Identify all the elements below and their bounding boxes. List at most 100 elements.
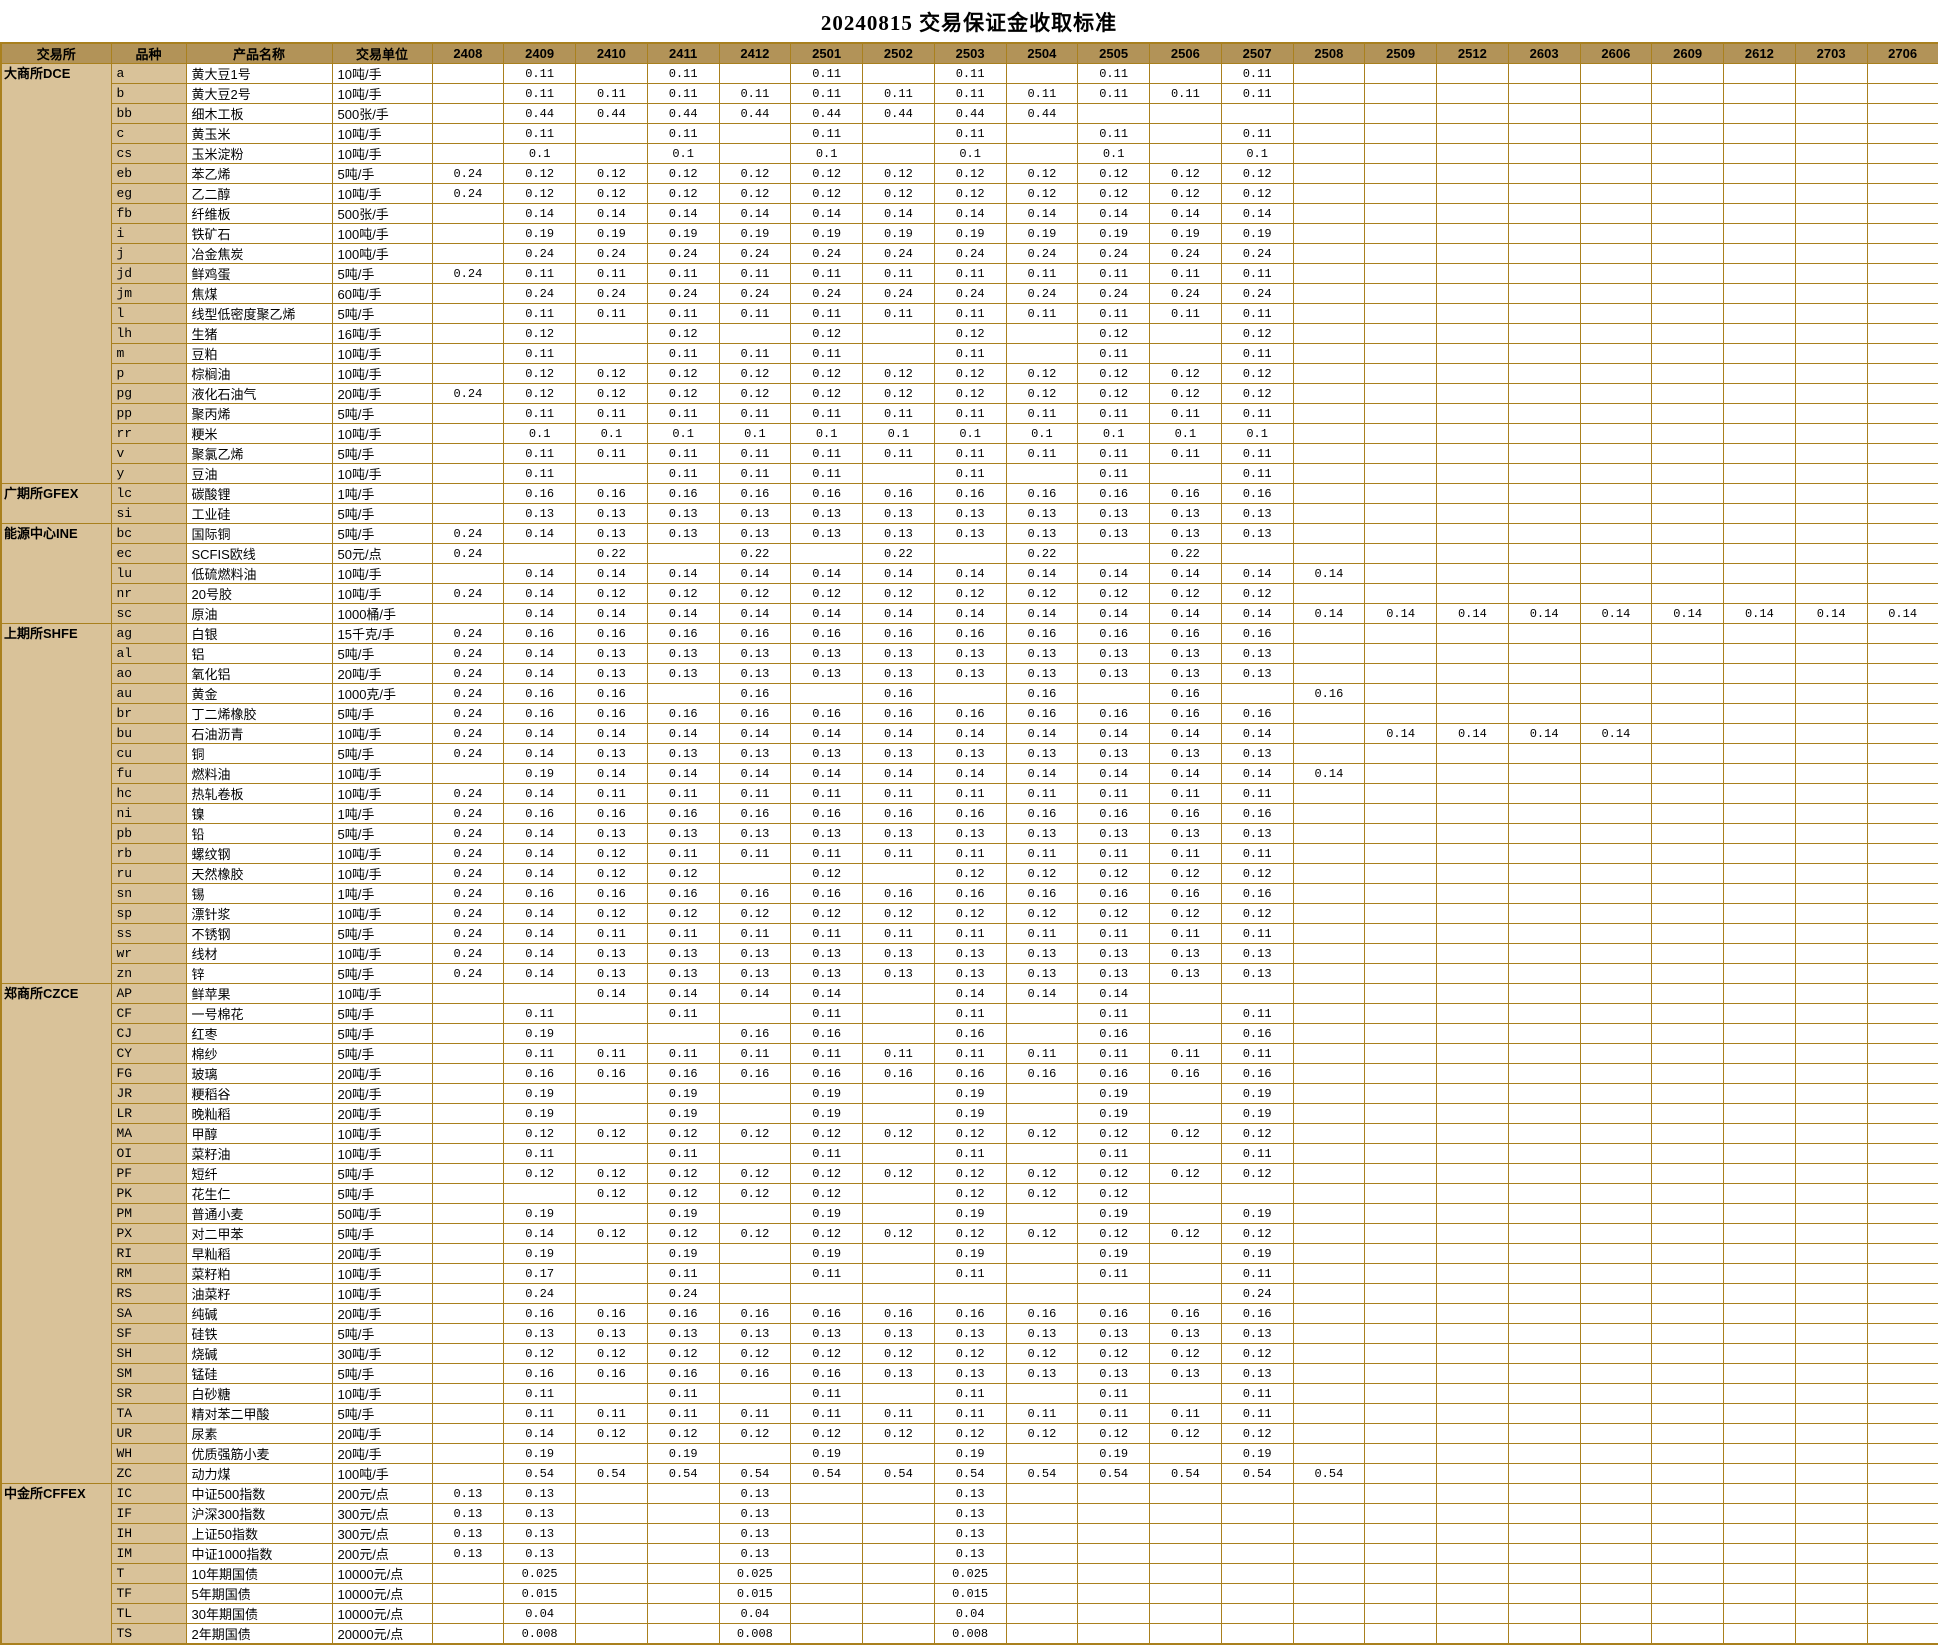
margin-cell-pp-2505[interactable]: 0.11: [1077, 403, 1150, 424]
trading-unit[interactable]: 10吨/手: [331, 1263, 433, 1284]
margin-cell-a-2408[interactable]: [431, 63, 505, 84]
margin-cell-i-2507[interactable]: 0.19: [1220, 223, 1294, 244]
product-name[interactable]: 烧碱: [185, 1343, 333, 1364]
margin-cell-CJ-2411[interactable]: [646, 1023, 720, 1044]
margin-cell-i-2410[interactable]: 0.19: [575, 223, 648, 244]
margin-cell-CF-2606[interactable]: [1579, 1003, 1653, 1024]
product-name[interactable]: 黄大豆2号: [185, 83, 333, 104]
margin-cell-TF-2410[interactable]: [575, 1583, 648, 1604]
margin-cell-cs-2501[interactable]: 0.1: [790, 143, 863, 164]
margin-cell-wr-2408[interactable]: 0.24: [431, 943, 505, 964]
margin-cell-lc-2706[interactable]: [1866, 483, 1938, 504]
margin-cell-eg-2501[interactable]: 0.12: [790, 183, 863, 204]
margin-cell-ag-2506[interactable]: 0.16: [1149, 623, 1222, 644]
margin-cell-SR-2509[interactable]: [1364, 1383, 1437, 1404]
margin-cell-sc-2703[interactable]: 0.14: [1794, 603, 1868, 624]
margin-cell-ag-2503[interactable]: 0.16: [933, 623, 1007, 644]
margin-cell-SA-2609[interactable]: [1651, 1303, 1724, 1324]
margin-cell-sn-2503[interactable]: 0.16: [933, 883, 1007, 904]
margin-cell-y-2512[interactable]: [1436, 463, 1509, 484]
product-name[interactable]: 沪深300指数: [185, 1503, 333, 1524]
margin-cell-IM-2509[interactable]: [1364, 1543, 1437, 1564]
margin-cell-ru-2503[interactable]: 0.12: [933, 863, 1007, 884]
margin-cell-sp-2512[interactable]: [1436, 903, 1509, 924]
trading-unit[interactable]: 10吨/手: [331, 1143, 433, 1164]
margin-cell-bb-2703[interactable]: [1794, 103, 1868, 124]
margin-cell-i-2409[interactable]: 0.19: [503, 223, 576, 244]
product-name[interactable]: 短纤: [185, 1163, 333, 1184]
margin-cell-RI-2609[interactable]: [1651, 1243, 1724, 1264]
trading-unit[interactable]: 1000克/手: [331, 683, 433, 704]
margin-cell-lu-2501[interactable]: 0.14: [790, 563, 863, 584]
margin-cell-c-2503[interactable]: 0.11: [933, 123, 1007, 144]
margin-cell-ag-2411[interactable]: 0.16: [646, 623, 720, 644]
margin-cell-p-2609[interactable]: [1651, 363, 1724, 384]
variety-code[interactable]: ru: [110, 863, 187, 884]
margin-cell-jd-2503[interactable]: 0.11: [933, 263, 1007, 284]
margin-cell-SM-2409[interactable]: 0.16: [503, 1363, 576, 1384]
margin-cell-c-2408[interactable]: [431, 123, 505, 144]
margin-cell-sc-2606[interactable]: 0.14: [1579, 603, 1653, 624]
margin-cell-SF-2508[interactable]: [1292, 1323, 1366, 1344]
trading-unit[interactable]: 20吨/手: [331, 1103, 433, 1124]
margin-cell-sp-2706[interactable]: [1866, 903, 1938, 924]
trading-unit[interactable]: 10000元/点: [331, 1603, 433, 1624]
margin-cell-fb-2504[interactable]: 0.14: [1005, 203, 1079, 224]
margin-cell-ZC-2508[interactable]: 0.54: [1292, 1463, 1366, 1484]
margin-cell-br-2408[interactable]: 0.24: [431, 703, 505, 724]
margin-cell-TL-2703[interactable]: [1794, 1603, 1868, 1624]
margin-cell-CY-2703[interactable]: [1794, 1043, 1868, 1064]
margin-cell-MA-2609[interactable]: [1651, 1123, 1724, 1144]
margin-cell-bc-2612[interactable]: [1723, 523, 1796, 544]
margin-cell-al-2412[interactable]: 0.13: [718, 643, 792, 664]
trading-unit[interactable]: 10吨/手: [331, 1123, 433, 1144]
margin-cell-lc-2412[interactable]: 0.16: [718, 483, 792, 504]
variety-code[interactable]: PK: [110, 1183, 187, 1204]
margin-cell-jd-2410[interactable]: 0.11: [575, 263, 648, 284]
margin-cell-TL-2408[interactable]: [431, 1603, 505, 1624]
margin-cell-IC-2606[interactable]: [1579, 1483, 1653, 1504]
exchange-group-label[interactable]: 上期所SHFE: [0, 623, 112, 984]
margin-cell-fu-2507[interactable]: 0.14: [1220, 763, 1294, 784]
margin-cell-v-2609[interactable]: [1651, 443, 1724, 464]
trading-unit[interactable]: 5吨/手: [331, 1403, 433, 1424]
margin-cell-sc-2410[interactable]: 0.14: [575, 603, 648, 624]
product-name[interactable]: 国际铜: [185, 523, 333, 544]
margin-cell-al-2504[interactable]: 0.13: [1005, 643, 1079, 664]
margin-cell-IH-2503[interactable]: 0.13: [933, 1523, 1007, 1544]
margin-cell-rr-2411[interactable]: 0.1: [646, 423, 720, 444]
variety-code[interactable]: RS: [110, 1283, 187, 1304]
margin-cell-PK-2504[interactable]: 0.12: [1005, 1183, 1079, 1204]
margin-cell-ni-2506[interactable]: 0.16: [1149, 803, 1222, 824]
margin-cell-pp-2512[interactable]: [1436, 403, 1509, 424]
margin-cell-PM-2409[interactable]: 0.19: [503, 1203, 576, 1224]
margin-cell-FG-2606[interactable]: [1579, 1063, 1653, 1084]
margin-cell-RS-2505[interactable]: [1077, 1283, 1150, 1304]
margin-cell-i-2504[interactable]: 0.19: [1005, 223, 1079, 244]
margin-cell-PF-2506[interactable]: 0.12: [1149, 1163, 1222, 1184]
margin-cell-OI-2512[interactable]: [1436, 1143, 1509, 1164]
margin-cell-PF-2502[interactable]: 0.12: [862, 1163, 935, 1184]
margin-cell-hc-2412[interactable]: 0.11: [718, 783, 792, 804]
margin-cell-hc-2603[interactable]: [1507, 783, 1581, 804]
margin-cell-lh-2703[interactable]: [1794, 323, 1868, 344]
margin-cell-bu-2606[interactable]: 0.14: [1579, 723, 1653, 744]
margin-cell-au-2409[interactable]: 0.16: [503, 683, 576, 704]
margin-cell-si-2512[interactable]: [1436, 503, 1509, 524]
margin-cell-OI-2508[interactable]: [1292, 1143, 1366, 1164]
margin-cell-SR-2507[interactable]: 0.11: [1220, 1383, 1294, 1404]
margin-cell-ss-2507[interactable]: 0.11: [1220, 923, 1294, 944]
margin-cell-lh-2507[interactable]: 0.12: [1220, 323, 1294, 344]
margin-cell-si-2508[interactable]: [1292, 503, 1366, 524]
margin-cell-cu-2506[interactable]: 0.13: [1149, 743, 1222, 764]
margin-cell-zn-2606[interactable]: [1579, 963, 1653, 984]
margin-cell-ZC-2503[interactable]: 0.54: [933, 1463, 1007, 1484]
margin-cell-bc-2508[interactable]: [1292, 523, 1366, 544]
margin-cell-lu-2408[interactable]: [431, 563, 505, 584]
variety-code[interactable]: SF: [110, 1323, 187, 1344]
margin-cell-c-2507[interactable]: 0.11: [1220, 123, 1294, 144]
product-name[interactable]: 原油: [185, 603, 333, 624]
margin-cell-bu-2509[interactable]: 0.14: [1364, 723, 1437, 744]
margin-cell-sc-2408[interactable]: [431, 603, 505, 624]
margin-cell-ec-2706[interactable]: [1866, 543, 1938, 564]
